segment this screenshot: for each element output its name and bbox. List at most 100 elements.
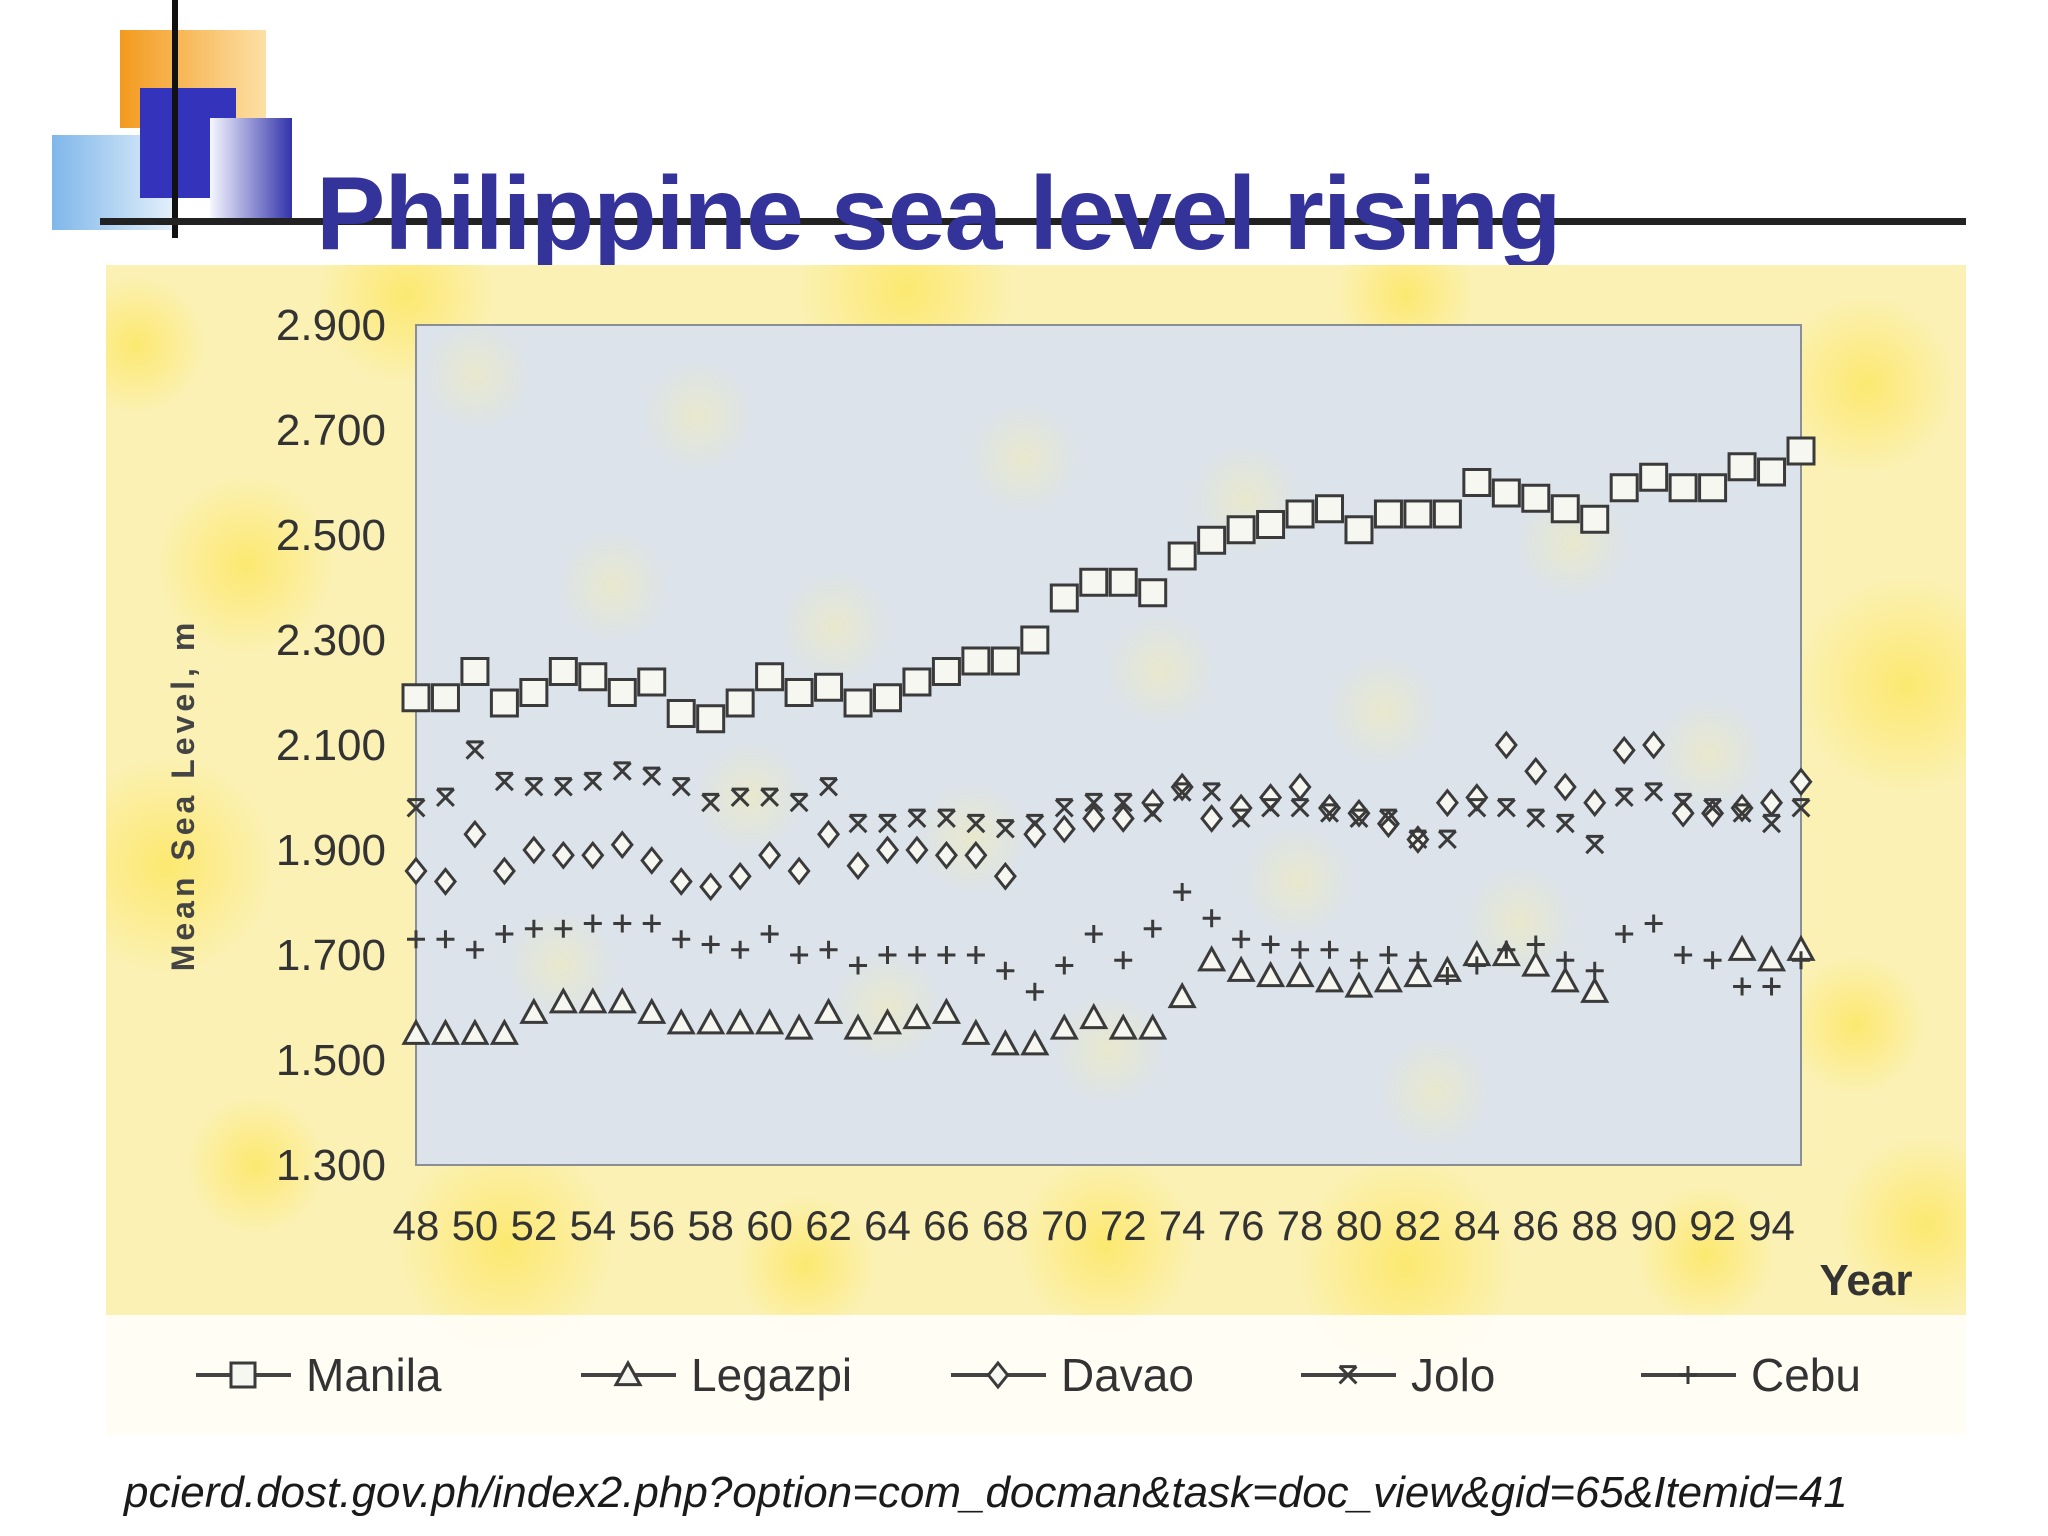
data-point — [789, 792, 809, 813]
x-tick-label: 94 — [1748, 1202, 1795, 1249]
plot-texture-blob — [1654, 699, 1764, 809]
data-point — [436, 930, 455, 949]
data-point — [1344, 515, 1374, 545]
x-tick-label: 56 — [628, 1202, 675, 1249]
data-point — [996, 961, 1015, 980]
plot-texture-blob — [1465, 867, 1575, 977]
plot-texture-blob — [643, 361, 753, 471]
data-point — [907, 808, 927, 828]
x-tick-label: 74 — [1159, 1202, 1206, 1249]
data-point — [495, 925, 514, 943]
data-point — [1349, 808, 1369, 828]
slide-logo-squares — [52, 30, 292, 230]
texture-blob — [106, 275, 206, 415]
data-point — [1674, 946, 1693, 964]
data-point — [1556, 951, 1575, 970]
data-point — [1285, 499, 1315, 529]
y-tick-label: 2.100 — [276, 721, 386, 770]
data-point — [1202, 782, 1222, 802]
texture-blob — [1016, 1155, 1196, 1335]
x-tick-label: 64 — [864, 1202, 911, 1249]
data-point — [1079, 567, 1109, 597]
data-point — [406, 798, 426, 818]
data-point — [1668, 473, 1698, 503]
data-point — [1521, 950, 1551, 977]
data-point — [642, 914, 661, 933]
source-caption: pcierd.dost.gov.ph/index2.php?option=com… — [124, 1468, 1848, 1517]
data-point — [1200, 804, 1224, 833]
data-point — [1644, 782, 1664, 802]
x-tick-labels: 48 50 52 54 56 58 60 62 64 66 68 70 72 74 76 78 80 82 84 86… — [393, 1202, 1795, 1249]
data-point — [524, 919, 543, 938]
x-tick-label: 62 — [805, 1202, 852, 1249]
data-point — [519, 678, 549, 707]
data-point — [1553, 772, 1577, 802]
data-point — [1609, 473, 1639, 503]
slide-title: Philippine sea level rising — [316, 155, 1562, 272]
plot-texture-blob — [1054, 994, 1164, 1104]
plot-texture-blob — [969, 404, 1079, 514]
x-tick-label: 60 — [746, 1202, 793, 1249]
data-point — [407, 930, 425, 949]
data-point — [699, 872, 723, 902]
data-point — [554, 919, 573, 938]
data-point — [1585, 961, 1604, 980]
data-point — [1698, 473, 1728, 503]
y-tick-label: 2.500 — [276, 511, 386, 560]
data-point — [1320, 940, 1339, 959]
texture-blob — [186, 1095, 326, 1235]
data-point — [701, 792, 721, 813]
data-point — [1644, 914, 1663, 933]
data-point — [790, 946, 809, 964]
data-point — [1084, 792, 1104, 813]
data-point — [755, 1008, 785, 1035]
data-point — [1403, 499, 1433, 529]
x-tick-label: 90 — [1630, 1202, 1677, 1249]
data-point — [1583, 788, 1607, 818]
x-tick-label: 92 — [1689, 1202, 1736, 1249]
data-point — [755, 662, 785, 692]
data-point — [1467, 956, 1486, 975]
data-point — [784, 678, 814, 707]
data-point — [436, 787, 455, 807]
x-tick-label: 88 — [1571, 1202, 1618, 1249]
data-point — [637, 667, 667, 697]
series-manila — [401, 436, 1816, 734]
data-point — [672, 930, 691, 949]
data-point — [666, 1008, 696, 1035]
data-point — [1521, 483, 1551, 513]
plot-texture-blob — [1243, 826, 1353, 936]
data-point — [551, 840, 575, 870]
data-point — [1524, 756, 1548, 786]
data-point — [961, 1018, 991, 1045]
data-point — [1639, 462, 1669, 492]
data-point — [931, 997, 961, 1024]
data-point — [1197, 945, 1227, 972]
data-point — [990, 646, 1020, 676]
data-point — [1082, 804, 1106, 833]
data-point — [1261, 935, 1280, 954]
x-tick-label: 50 — [452, 1202, 499, 1249]
data-point — [1167, 981, 1197, 1009]
data-point — [1757, 457, 1787, 487]
data-point — [787, 856, 811, 886]
x-tick-label: 78 — [1277, 1202, 1324, 1249]
data-point — [1580, 504, 1610, 534]
data-point — [1732, 803, 1752, 823]
data-point — [902, 1002, 932, 1030]
data-point — [814, 997, 844, 1024]
data-point — [671, 777, 691, 797]
legend-item-manila: Manila — [196, 1349, 442, 1401]
data-point — [401, 683, 431, 713]
data-point — [1792, 951, 1810, 970]
texture-blob — [1836, 1135, 1966, 1315]
data-point — [1172, 782, 1192, 802]
data-point — [1049, 1013, 1079, 1040]
plot-texture-blob — [695, 742, 805, 852]
data-point — [637, 997, 667, 1024]
data-point — [640, 846, 664, 875]
x-tick-label: 80 — [1336, 1202, 1383, 1249]
legend-marker — [1679, 1366, 1697, 1384]
x-tick-label: 76 — [1218, 1202, 1265, 1249]
data-point — [1462, 468, 1492, 497]
